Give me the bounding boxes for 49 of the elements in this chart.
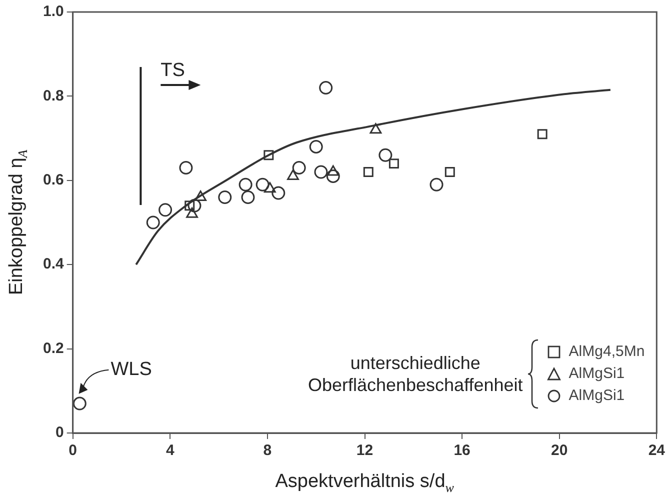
y-tick-label: 0.6 (42, 172, 64, 189)
x-tick-label: 8 (263, 442, 272, 460)
annotation: WLS (110, 358, 152, 381)
y-tick-label: 0 (56, 424, 64, 442)
line-series (135, 88, 612, 266)
point (326, 169, 340, 183)
point (378, 148, 392, 162)
legend-title: unterschiedliche Oberflächenbeschaffenheit (308, 352, 523, 396)
point (444, 166, 455, 177)
x-tick-label: 12 (356, 442, 374, 460)
point (319, 81, 333, 95)
point (194, 190, 207, 201)
point (363, 166, 374, 177)
point (264, 150, 274, 160)
point (188, 198, 202, 212)
legend-label: AlMgSi1 (568, 386, 625, 406)
point (287, 169, 299, 180)
x-tick-label: 4 (166, 442, 175, 460)
y-tick-label: 0.4 (42, 256, 64, 273)
point (186, 207, 198, 218)
point (256, 178, 270, 192)
point (272, 186, 286, 200)
x-tick-label: 20 (551, 442, 568, 460)
point (314, 165, 328, 179)
point (430, 178, 444, 192)
y-tick-label: 1.0 (42, 3, 64, 20)
point (388, 158, 399, 169)
y-tick-label: 0.8 (42, 87, 64, 104)
point (72, 396, 86, 410)
point (370, 123, 382, 134)
point (241, 190, 255, 204)
point (179, 161, 193, 175)
point (238, 178, 252, 192)
point (218, 190, 232, 204)
point (537, 129, 548, 140)
legend-label: AlMgSi1 (568, 364, 625, 384)
point (264, 182, 276, 193)
point (327, 165, 340, 176)
y-tick-label: 0.2 (42, 340, 64, 357)
x-axis-title: Aspektverhältnis s/d$_{w}$ (275, 471, 454, 496)
x-tick-label: 0 (68, 442, 78, 460)
point (146, 216, 160, 230)
point (158, 203, 172, 217)
legend-label: AlMg4,5Mn (568, 342, 645, 362)
point (309, 140, 323, 154)
x-tick-label: 16 (454, 442, 470, 460)
point (292, 161, 306, 175)
annotation: TS (160, 60, 185, 82)
x-tick-label: 24 (648, 442, 666, 460)
